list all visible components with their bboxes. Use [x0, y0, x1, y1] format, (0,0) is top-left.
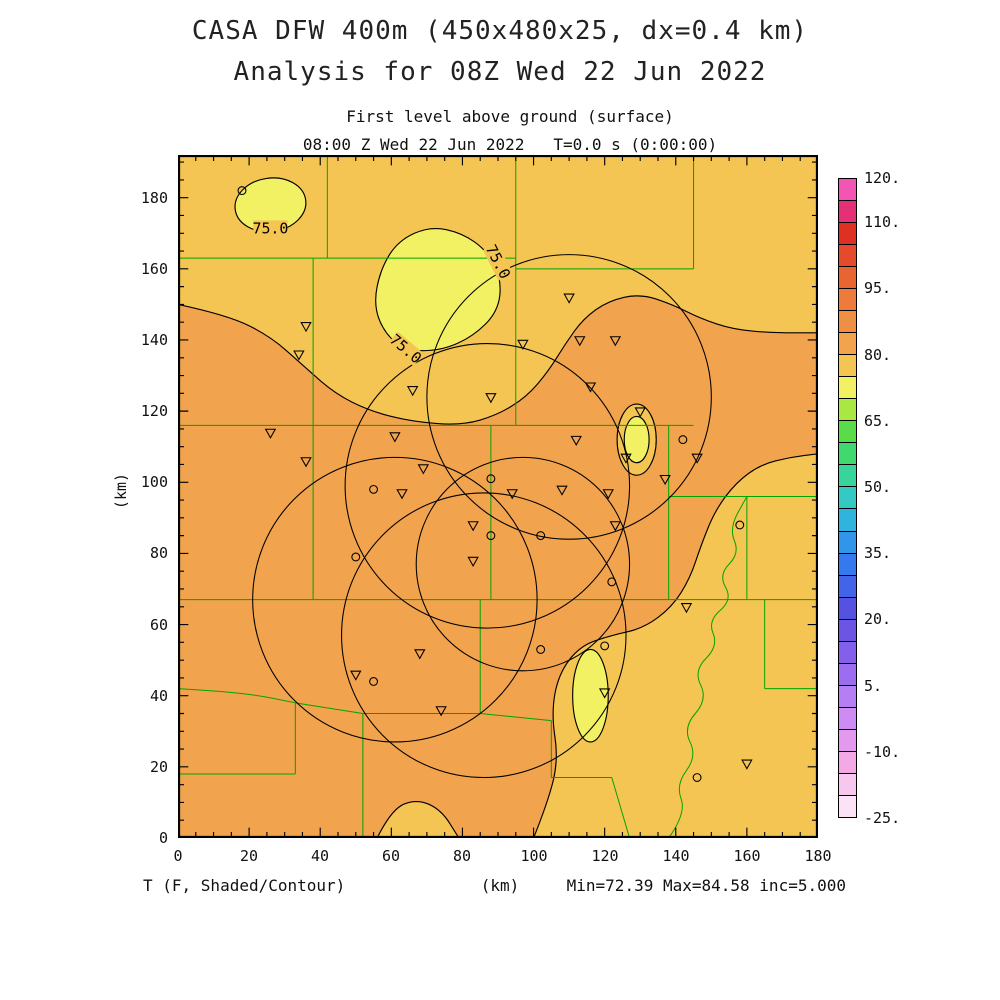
colorbar-segment	[839, 663, 856, 686]
colorbar-segment	[839, 201, 856, 224]
level-label: First level above ground (surface)	[346, 107, 674, 126]
colorbar-label: 20.	[864, 610, 892, 628]
colorbar-segment	[839, 553, 856, 576]
stats-label: Min=72.39 Max=84.58 inc=5.000	[566, 876, 846, 895]
y-tick-label: 180	[140, 189, 168, 207]
colorbar-segment	[839, 289, 856, 312]
map-canvas: 75.075.075.0	[178, 155, 818, 838]
y-tick-label: 140	[140, 331, 168, 349]
colorbar-segment	[839, 751, 856, 774]
svg-text:75.0: 75.0	[252, 220, 288, 238]
colorbar-label: 65.	[864, 412, 892, 430]
colorbar-segment	[839, 377, 856, 400]
colorbar-segment	[839, 531, 856, 554]
colorbar-segment	[839, 333, 856, 356]
colorbar-segment	[839, 729, 856, 752]
x-tick-label: 120	[591, 847, 619, 865]
colorbar-segment	[839, 421, 856, 444]
colorbar-label: 110.	[864, 213, 901, 231]
colorbar-segment	[839, 311, 856, 334]
radar-range-rings	[252, 254, 712, 779]
colorbar-segment	[839, 179, 856, 202]
colorbar-label: 120.	[864, 169, 901, 187]
colorbar-segment	[839, 223, 856, 246]
colorbar-segment	[839, 465, 856, 488]
x-tick-label: 0	[173, 847, 183, 865]
colorbar-label: 95.	[864, 279, 892, 297]
colorbar-label: 50.	[864, 478, 892, 496]
x-tick-label: 60	[381, 847, 401, 865]
colorbar-label: 80.	[864, 346, 892, 364]
x-tick-label: 20	[239, 847, 259, 865]
colorbar-segment	[839, 773, 856, 796]
x-tick-label: 40	[310, 847, 330, 865]
colorbar-segment	[839, 795, 856, 817]
colorbar-segment	[839, 597, 856, 620]
y-tick-label: 120	[140, 402, 168, 420]
colorbar-segment	[839, 685, 856, 708]
colorbar-segment	[839, 619, 856, 642]
x-tick-label: 140	[662, 847, 690, 865]
county-boundaries	[178, 155, 818, 838]
colorbar-segment	[839, 707, 856, 730]
colorbar-label: 35.	[864, 544, 892, 562]
y-tick-label: 60	[149, 616, 168, 634]
y-tick-label: 100	[140, 473, 168, 491]
plot-subtitle: Analysis for 08Z Wed 22 Jun 2022	[233, 57, 767, 87]
y-tick-label: 160	[140, 260, 168, 278]
plot-frame	[178, 155, 818, 838]
station-circle-markers	[237, 186, 745, 782]
colorbar-label: -10.	[864, 743, 901, 761]
x-tick-label: 180	[804, 847, 832, 865]
colorbar-segment	[839, 487, 856, 510]
station-triangle-markers	[264, 293, 753, 770]
colorbar-segment	[839, 509, 856, 532]
variable-label: T (F, Shaded/Contour)	[143, 876, 346, 895]
plot-title: CASA DFW 400m (450x480x25, dx=0.4 km)	[191, 16, 809, 46]
x-tick-label: 100	[520, 847, 548, 865]
colorbar-segment	[839, 575, 856, 598]
colorbar-segment	[839, 641, 856, 664]
y-tick-label: 40	[149, 687, 168, 705]
time-label: 08:00 Z Wed 22 Jun 2022 T=0.0 s (0:00:00…	[302, 135, 718, 154]
x-axis-title: (km)	[480, 876, 520, 895]
colorbar-label: 5.	[864, 677, 883, 695]
y-axis-title: (km)	[112, 472, 130, 510]
colorbar-label: -25.	[864, 809, 901, 827]
x-tick-label: 160	[733, 847, 761, 865]
colorbar-segment	[839, 267, 856, 290]
y-tick-label: 20	[149, 758, 168, 776]
y-tick-label: 0	[158, 829, 168, 847]
x-tick-label: 80	[452, 847, 472, 865]
axis-ticks	[178, 156, 818, 838]
colorbar	[838, 178, 857, 818]
colorbar-segment	[839, 355, 856, 378]
colorbar-segment	[839, 443, 856, 466]
y-tick-label: 80	[149, 544, 168, 562]
colorbar-segment	[839, 245, 856, 268]
colorbar-segment	[839, 399, 856, 422]
